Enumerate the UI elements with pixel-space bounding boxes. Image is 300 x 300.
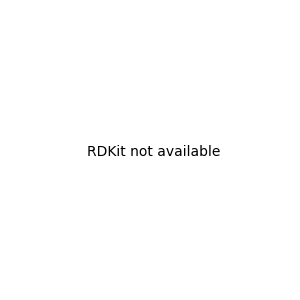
Text: RDKit not available: RDKit not available bbox=[87, 145, 220, 158]
